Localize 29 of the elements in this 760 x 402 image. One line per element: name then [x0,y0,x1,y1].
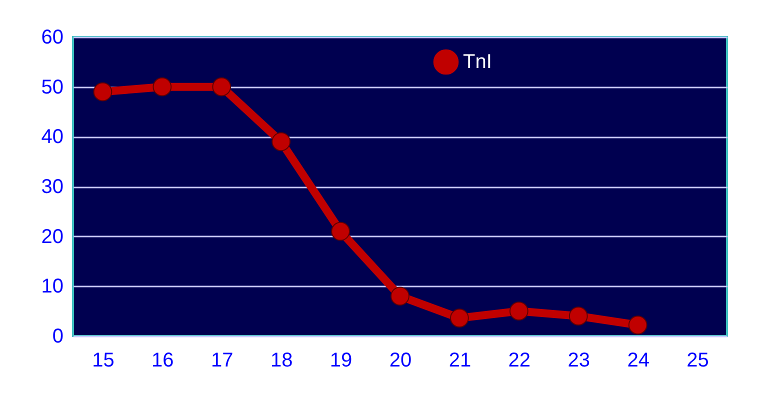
legend-label: TnI [463,51,492,73]
x-tick-label: 21 [448,350,472,372]
point [390,286,410,306]
y-tick-label: 40 [41,126,64,148]
point [450,308,469,328]
y-tick-label: 20 [41,226,64,248]
x-tick-label: 22 [508,350,531,372]
x-tick-label: 15 [92,350,114,372]
point [568,306,588,326]
x-tick-label: 16 [152,350,174,372]
y-tick-label: 50 [41,76,64,98]
x-tick-label: 24 [627,350,650,372]
x-tick-label: 20 [389,350,412,372]
y-tick-label: 60 [41,26,64,48]
point [509,302,528,321]
x-tick-label: 17 [211,350,234,372]
y-tick-label: 30 [41,176,64,198]
x-tick-label: 23 [568,350,590,372]
point [331,222,350,241]
point [93,82,112,102]
point [152,77,172,96]
x-tick-label: 19 [330,350,352,372]
y-tick-label: 10 [41,276,64,298]
y-tick-label: 0 [52,326,64,348]
x-tick-label: 25 [686,350,709,372]
point [272,132,291,152]
point [628,316,648,334]
x-tick-label: 18 [270,350,293,372]
point [212,77,232,96]
